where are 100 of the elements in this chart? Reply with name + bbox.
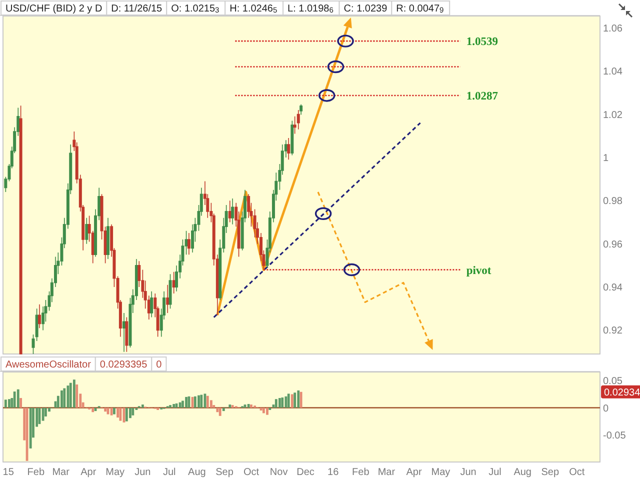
candlestick [122, 312, 126, 352]
candlestick [125, 316, 128, 352]
bar [169, 405, 172, 408]
bar [210, 400, 212, 408]
bar [113, 408, 116, 414]
x-tick-label: Oct [569, 467, 585, 478]
y-tick-label: 0 [603, 403, 609, 414]
candlestick [231, 198, 234, 225]
y-tick-label: 0.92 [603, 326, 623, 337]
candlestick [287, 138, 290, 160]
bar [216, 408, 219, 412]
y-tick-label: 0.94 [603, 282, 623, 294]
x-tick-label: Sep [216, 467, 234, 478]
x-tick-label: Oct [243, 467, 260, 478]
series-label: 1.0287 [466, 90, 498, 103]
bar [60, 390, 63, 408]
candlestick [168, 274, 172, 310]
bar [294, 392, 296, 408]
x-tick-label: Dec [296, 467, 314, 478]
bar [274, 399, 278, 408]
y-tick-label: 1.06 [603, 23, 623, 34]
bar [76, 384, 78, 408]
point [314, 207, 332, 220]
bar [116, 408, 119, 418]
bar [69, 382, 72, 408]
candlestick [38, 304, 41, 328]
bar [300, 392, 302, 408]
bar [228, 404, 232, 408]
point [318, 89, 336, 102]
bar [66, 386, 70, 408]
bar [125, 408, 128, 422]
x-tick-label: Feb [27, 467, 45, 478]
bar [198, 395, 200, 408]
bar [231, 405, 234, 408]
text: C: 1.0239 [344, 4, 388, 14]
bar [287, 394, 290, 408]
x-tick-label: May [106, 467, 125, 478]
bar [194, 396, 196, 408]
x-tick-label: Apr [406, 467, 422, 478]
y-tick-label: -0.05 [603, 430, 626, 442]
bar [16, 389, 20, 408]
chart-title: USD/CHF (BID) 2 y D [6, 4, 102, 14]
bar [29, 408, 32, 448]
bar [185, 396, 188, 408]
text: 0.0293395 [100, 360, 148, 370]
bar [297, 390, 300, 408]
candlestick [300, 104, 303, 116]
candlestick [228, 200, 232, 223]
candlestick [106, 218, 110, 260]
candlestick [166, 284, 170, 314]
bar [218, 408, 222, 416]
bar [132, 408, 134, 416]
y-tick-label: 1.04 [603, 66, 623, 78]
bar [290, 394, 294, 408]
bar [200, 394, 203, 408]
bar [262, 408, 265, 414]
x-tick-label: Mar [52, 467, 70, 478]
text: D: 11/26/15 [111, 4, 163, 14]
x-tick-label: Jun [460, 467, 476, 478]
x-tick-label: Jun [134, 467, 151, 478]
point [327, 60, 344, 74]
point [343, 263, 360, 276]
bar [63, 388, 66, 408]
bar [172, 404, 176, 408]
x-tick-label: Jul [488, 467, 502, 478]
bar [129, 408, 132, 418]
y-tick-label: 1.02 [603, 110, 623, 121]
candlestick [187, 232, 190, 256]
candlestick [85, 218, 88, 244]
x-tick-label: May [431, 467, 450, 478]
candlestick [296, 110, 300, 130]
x-tick-label: Nov [270, 467, 288, 478]
point [337, 34, 354, 48]
bar [182, 400, 184, 408]
y-tick-label: 1 [603, 152, 609, 164]
bar [281, 397, 284, 408]
x-tick-label: 16 [328, 467, 340, 478]
x-tick-label: Feb [352, 467, 370, 478]
bar [247, 404, 250, 408]
bar [206, 396, 209, 408]
x-tick-label: Jul [162, 467, 176, 478]
bar [119, 408, 122, 421]
bar [178, 402, 182, 408]
x-tick-label: Mar [378, 467, 396, 478]
y-tick-label: 0.98 [603, 196, 623, 208]
chart-title: AwesomeOscillator [6, 360, 92, 370]
bar [141, 404, 144, 408]
candlestick [290, 120, 294, 156]
series-label: pivot [466, 264, 492, 277]
x-tick-label: Apr [80, 467, 97, 478]
x-tick-label: Sep [541, 467, 560, 478]
bar [8, 399, 10, 408]
bar [244, 404, 246, 408]
bar [4, 400, 7, 408]
candlestick [150, 290, 154, 318]
bar [20, 398, 22, 408]
bar [278, 398, 281, 408]
x-tick-label: 15 [2, 467, 14, 478]
y-tick-label: 0.96 [603, 239, 623, 250]
bar [284, 396, 288, 408]
